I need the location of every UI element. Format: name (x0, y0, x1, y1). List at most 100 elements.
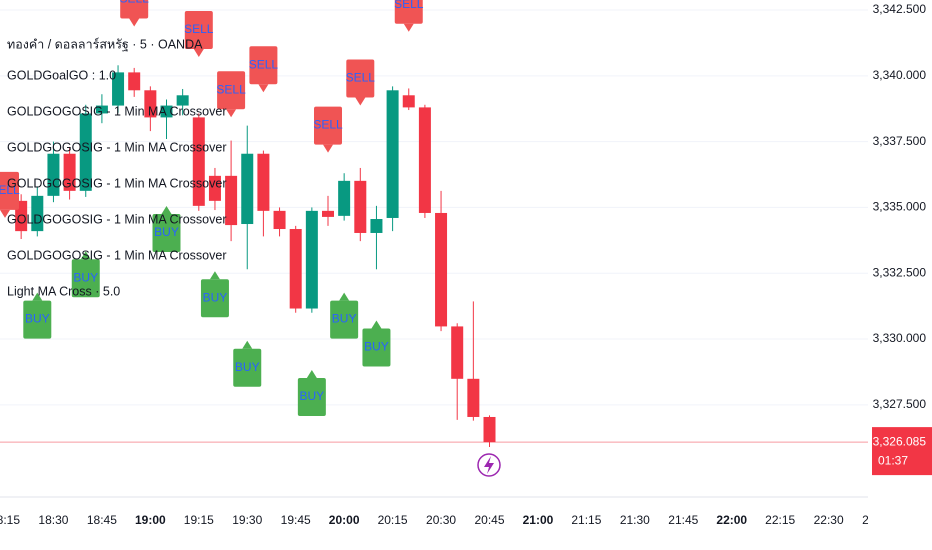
x-tick-label: 20:45 (474, 513, 504, 527)
y-tick-label: 3,340.000 (873, 68, 927, 82)
marker-box (184, 11, 213, 50)
legend-line: GOLDGOGOSIG - 1 Min MA Crossover (7, 212, 227, 226)
buy-marker: BUY (23, 292, 52, 339)
marker-text: SELL (346, 71, 376, 85)
y-tick-label: 3,327.500 (873, 397, 927, 411)
candle-body (483, 416, 496, 443)
x-tick-label: 22:15 (765, 513, 795, 527)
y-tick-label: 3,337.500 (873, 134, 927, 148)
time-axis: 18:15 18:30 18:45 19:00 19:15 19:30 19:45 20:00… (0, 513, 892, 527)
buy-marker: BUY (233, 340, 262, 387)
sell-marker: SELL (120, 0, 149, 27)
marker-box (200, 279, 229, 318)
candle-body (305, 210, 318, 309)
marker-arrow (209, 271, 220, 280)
candle-body (128, 72, 141, 91)
marker-box (297, 377, 326, 416)
candle-body (112, 72, 125, 106)
y-tick-label: 3,335.000 (873, 200, 927, 214)
x-tick-label: 20:00 (329, 513, 360, 527)
signal-markers: SELLSELLSELLSELLSELLSELLSELLSELLBUYBUYBU… (0, 0, 424, 416)
marker-arrow (355, 97, 366, 106)
buy-marker: BUY (152, 205, 181, 252)
marker-text: SELL (184, 22, 214, 36)
x-tick-label: 21:30 (620, 513, 650, 527)
x-tick-label: 21:45 (668, 513, 698, 527)
marker-box (71, 259, 100, 298)
marker-box (152, 213, 181, 252)
x-tick-label: 18:30 (38, 513, 68, 527)
marker-text: BUY (235, 360, 260, 374)
marker-text: SELL (0, 183, 20, 197)
marker-box (362, 328, 391, 367)
plot-area (0, 9, 932, 498)
buy-marker: BUY (362, 320, 391, 367)
legend-line: GOLDGoalGO : 1.0 (7, 68, 116, 82)
marker-text: BUY (25, 312, 50, 326)
marker-text: SELL (216, 82, 246, 96)
marker-box (233, 348, 262, 387)
sell-marker: SELL (0, 171, 20, 218)
candle-body (354, 180, 367, 233)
candle-body (273, 210, 286, 230)
candle-body (63, 153, 76, 191)
candle-body (241, 153, 254, 225)
marker-box (394, 0, 423, 24)
sell-marker: SELL (249, 46, 278, 93)
candle-body (79, 113, 92, 191)
candle-body (192, 117, 205, 206)
y-tick-label: 3,332.500 (873, 265, 927, 279)
x-tick-label: 18:45 (87, 513, 117, 527)
marker-arrow (258, 84, 269, 93)
x-tick-label: 19:15 (184, 513, 214, 527)
marker-arrow (80, 251, 91, 260)
marker-text: BUY (300, 389, 325, 403)
price-axis: 3,327.500 3,330.000 3,332.500 3,335.000 3,33… (872, 2, 932, 476)
marker-box (23, 300, 52, 339)
legend-line: Light MA Cross · 5.0 (7, 284, 120, 298)
sell-marker: SELL (394, 0, 424, 32)
candle-body (95, 105, 108, 114)
buy-marker: BUY (200, 271, 229, 318)
legend: ทองคำ / ดอลลาร์สหรัฐ · 5 · OANDA GOLDGoal… (7, 37, 227, 298)
legend-line: GOLDGOGOSIG - 1 Min MA Crossover (7, 104, 227, 118)
marker-box (120, 0, 149, 19)
x-tick-label: 21:00 (523, 513, 554, 527)
marker-text: SELL (313, 118, 343, 132)
x-tick-label: 19:45 (281, 513, 311, 527)
candle-body (322, 210, 334, 217)
sell-marker: SELL (216, 71, 246, 118)
legend-line: ทองคำ / ดอลลาร์สหรัฐ · 5 · OANDA (7, 37, 203, 51)
candle-body (338, 180, 351, 216)
candle-body (467, 378, 480, 417)
last-price-box (872, 427, 932, 476)
marker-arrow (0, 209, 10, 218)
y-tick-label: 3,330.000 (873, 331, 927, 345)
candle-body (208, 175, 221, 201)
candle-body (176, 95, 189, 106)
marker-arrow (129, 18, 140, 27)
marker-text: BUY (73, 270, 98, 284)
candle-body (144, 90, 157, 118)
alert-icon[interactable] (477, 453, 501, 477)
marker-text: BUY (332, 312, 357, 326)
y-tick-label: 3,342.500 (873, 2, 927, 16)
candle-body (160, 105, 173, 118)
x-tick-label: 18:15 (0, 513, 20, 527)
legend-line: GOLDGOGOSIG - 1 Min MA Crossover (7, 248, 227, 262)
buy-marker: BUY (297, 369, 326, 416)
x-tick-label: 21:15 (571, 513, 601, 527)
candle-body (386, 90, 399, 218)
marker-arrow (226, 109, 237, 118)
candle-body (225, 175, 238, 226)
x-tick-label: 19:00 (135, 513, 166, 527)
candle-body (257, 153, 270, 211)
sell-marker: SELL (184, 11, 214, 58)
marker-arrow (403, 23, 414, 32)
countdown-label: 01:37 (878, 453, 908, 467)
buy-marker: BUY (330, 292, 359, 339)
marker-box (346, 59, 375, 98)
last-price-label: 3,326.085 (873, 434, 927, 448)
marker-text: BUY (364, 340, 389, 354)
